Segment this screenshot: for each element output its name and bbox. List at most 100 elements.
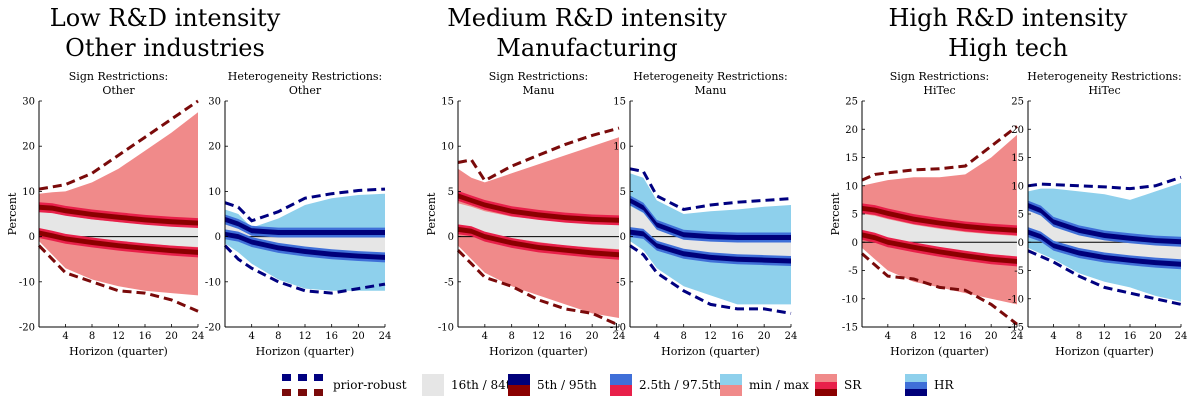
legend-label: 2.5th / 97.5th bbox=[639, 378, 722, 392]
legend-swatch-2.5-97.5-sr bbox=[610, 385, 632, 396]
band-5-95-lower bbox=[630, 229, 791, 264]
band-5-95-upper bbox=[225, 216, 385, 235]
legend-label: 16th / 84th bbox=[451, 378, 519, 392]
band-16-84 bbox=[458, 203, 619, 250]
x-tick-label: 12 bbox=[532, 331, 545, 342]
panel-subtitle: HiTec bbox=[1088, 84, 1120, 97]
legend-item-sr: SR bbox=[815, 374, 862, 396]
y-tick-label: 10 bbox=[441, 142, 454, 153]
x-tick-label: 16 bbox=[731, 331, 744, 342]
x-tick-label: 8 bbox=[89, 331, 95, 342]
prior-robust-upper bbox=[1027, 175, 1182, 191]
x-tick-label: 16 bbox=[959, 331, 972, 342]
legend-label: prior-robust bbox=[333, 378, 407, 392]
panel-1: 4 8 12 16 20 24 -20 -10 0 10 20 30 Sign Restrictions… bbox=[6, 70, 204, 358]
group-title-medium: Medium R&D intensity bbox=[447, 4, 727, 32]
group-titles: Low R&D intensity Other industries Mediu… bbox=[50, 4, 1128, 62]
x-tick-label: 16 bbox=[139, 331, 152, 342]
y-tick-label: 5 bbox=[448, 187, 454, 198]
x-tick-label: 24 bbox=[785, 331, 798, 342]
legend-item-hr: HR bbox=[905, 374, 954, 396]
panel-title: Heterogeneity Restrictions: bbox=[633, 70, 788, 83]
legend-swatch-5-95-hr bbox=[508, 374, 530, 385]
y-tick-label: -10 bbox=[610, 323, 626, 334]
y-tick-label: -5 bbox=[616, 277, 626, 288]
y-tick-label: -15 bbox=[842, 323, 858, 334]
y-tick-label: -10 bbox=[19, 277, 35, 288]
band-5-95-lower bbox=[458, 226, 619, 258]
panel-subtitle: HiTec bbox=[923, 84, 955, 97]
group-subtitle-medium: Manufacturing bbox=[496, 34, 678, 62]
panel-subtitle: Manu bbox=[695, 84, 727, 97]
x-tick-label: 12 bbox=[112, 331, 125, 342]
prior-robust-upper bbox=[629, 167, 792, 212]
x-tick-label: 12 bbox=[299, 331, 312, 342]
x-tick-label: 16 bbox=[559, 331, 572, 342]
panel-subtitle: Other bbox=[102, 84, 135, 97]
x-tick-label: 8 bbox=[508, 331, 514, 342]
panel-2: 4 8 12 16 20 24 -20 -10 0 10 20 30 Heterogeneity Res… bbox=[205, 70, 391, 358]
x-tick-label: 8 bbox=[680, 331, 686, 342]
legend-swatch-prior-hr bbox=[314, 374, 323, 381]
y-tick-label: 0 bbox=[29, 232, 35, 243]
legend-swatch-sr-minmax bbox=[815, 374, 837, 382]
y-tick-label: 20 bbox=[208, 142, 221, 153]
band-5-95-lower bbox=[39, 230, 198, 255]
x-tick-label: 20 bbox=[985, 331, 998, 342]
y-tick-label: -5 bbox=[444, 277, 454, 288]
y-tick-label: -20 bbox=[205, 323, 221, 334]
x-tick-label: 16 bbox=[325, 331, 338, 342]
group-title-high: High R&D intensity bbox=[889, 4, 1128, 32]
legend-item-band5: 5th / 95th bbox=[508, 374, 597, 396]
y-tick-label: 15 bbox=[613, 97, 626, 108]
band-5-95-upper bbox=[862, 205, 1017, 233]
y-tick-label: 25 bbox=[1011, 97, 1024, 108]
x-tick-label: 20 bbox=[758, 331, 771, 342]
prior-robust-upper bbox=[224, 187, 386, 223]
y-tick-label: 10 bbox=[845, 181, 858, 192]
band-5-95-upper bbox=[1028, 203, 1181, 245]
legend-swatch-5-95-sr bbox=[508, 385, 530, 396]
panel-title: Heterogeneity Restrictions: bbox=[1027, 70, 1182, 83]
panel-subtitle: Other bbox=[289, 84, 322, 97]
legend-swatch-prior-sr bbox=[314, 389, 323, 396]
band-5-95-lower bbox=[1028, 229, 1181, 267]
y-axis-label: Percent bbox=[6, 192, 19, 235]
y-tick-label: 5 bbox=[1018, 210, 1024, 221]
legend-swatch-minmax-hr bbox=[720, 374, 742, 385]
y-tick-label: 30 bbox=[22, 97, 35, 108]
panel-6: 4 8 12 16 20 24-15-10-50510152025Heterogeneit… bbox=[1008, 70, 1187, 358]
x-tick-label: 12 bbox=[1098, 331, 1111, 342]
legend-item-prior: prior-robust bbox=[282, 374, 407, 396]
x-tick-label: 4 bbox=[885, 331, 891, 342]
x-tick-label: 4 bbox=[62, 331, 68, 342]
band-2.5-97.5-lower bbox=[630, 227, 791, 266]
x-tick-label: 4 bbox=[482, 331, 488, 342]
y-tick-label: 0 bbox=[215, 232, 221, 243]
x-tick-label: 4 bbox=[248, 331, 254, 342]
group-subtitle-low: Other industries bbox=[65, 34, 265, 62]
legend-swatch-hr-5 bbox=[905, 389, 927, 396]
prior-robust-lower bbox=[37, 244, 199, 313]
band-5-95-upper bbox=[458, 193, 619, 223]
legend-swatch-hr-minmax bbox=[905, 374, 927, 382]
x-axis-label: Horizon (quarter) bbox=[661, 345, 760, 358]
y-axis-label: Percent bbox=[425, 192, 438, 235]
y-tick-label: 20 bbox=[845, 125, 858, 136]
y-tick-label: 15 bbox=[441, 97, 454, 108]
y-tick-label: 10 bbox=[208, 187, 221, 198]
y-tick-label: 5 bbox=[620, 187, 626, 198]
legend-item-band25: 2.5th / 97.5th bbox=[610, 374, 722, 396]
legend-swatch-sr-25 bbox=[815, 382, 837, 389]
y-tick-label: -5 bbox=[1014, 266, 1024, 277]
band-16-84 bbox=[225, 222, 385, 255]
y-tick-label: 20 bbox=[22, 142, 35, 153]
legend-label: HR bbox=[934, 378, 954, 392]
prior-robust-lower bbox=[456, 249, 620, 327]
x-tick-label: 8 bbox=[1076, 331, 1082, 342]
y-tick-label: 20 bbox=[1011, 125, 1024, 136]
